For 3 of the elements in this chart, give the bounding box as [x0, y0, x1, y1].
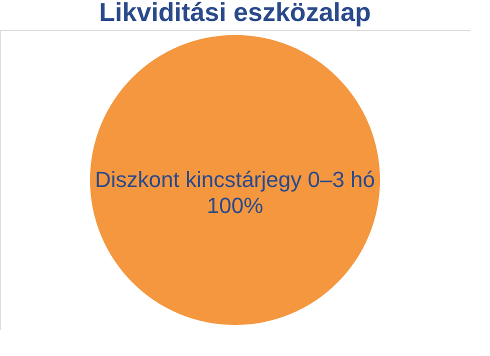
slice-label: Diszkont kincstárjegy 0–3 hó	[94, 167, 376, 192]
data-label: 100%	[206, 193, 264, 218]
chart-title: Likviditási eszközalap	[99, 0, 371, 27]
